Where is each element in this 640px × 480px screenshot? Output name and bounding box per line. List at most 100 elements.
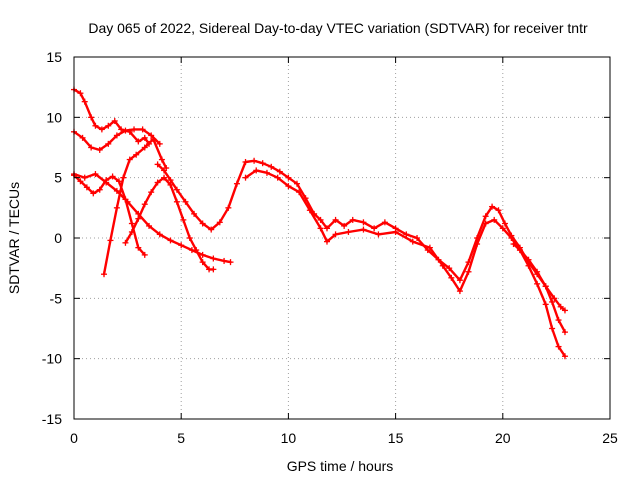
x-tick-label: 20: [495, 430, 511, 446]
data-point: [109, 173, 116, 180]
data-point: [253, 167, 260, 174]
x-tick-label: 15: [388, 430, 404, 446]
series-arc-b: [71, 126, 163, 153]
data-point: [135, 244, 142, 251]
series-line: [512, 242, 567, 334]
y-tick-label: 5: [54, 170, 62, 186]
data-point: [448, 274, 455, 281]
data-point: [210, 266, 217, 273]
data-point: [317, 216, 324, 223]
data-point: [156, 140, 163, 147]
data-point: [332, 216, 339, 223]
y-axis-label: SDTVAR / TECUs: [6, 182, 22, 294]
data-point: [186, 235, 193, 241]
data-point: [557, 303, 564, 310]
data-point: [551, 295, 558, 302]
data-point: [154, 179, 161, 186]
series-line: [244, 169, 567, 358]
data-point: [392, 228, 399, 235]
data-point: [268, 163, 275, 170]
data-point: [120, 174, 127, 181]
data-point: [534, 280, 541, 287]
data-point: [317, 225, 324, 232]
data-point: [371, 225, 378, 232]
data-point: [456, 288, 463, 295]
series-arc-h: [242, 167, 568, 360]
data-point: [173, 198, 180, 205]
data-point: [105, 122, 112, 129]
data-point: [199, 259, 206, 266]
data-point: [510, 241, 517, 248]
data-point: [161, 174, 168, 181]
data-point: [323, 225, 330, 232]
data-point: [103, 179, 110, 186]
data-point: [274, 174, 281, 181]
data-point: [495, 207, 502, 214]
data-point: [227, 259, 234, 266]
data-point: [161, 167, 168, 174]
data-series: [71, 86, 568, 360]
data-point: [113, 187, 120, 194]
data-point: [233, 180, 240, 187]
data-point: [555, 343, 562, 350]
data-point: [148, 189, 155, 196]
data-point: [516, 247, 523, 254]
data-point: [285, 174, 292, 181]
y-tick-label: -5: [50, 290, 63, 306]
data-point: [79, 134, 86, 141]
data-point: [534, 268, 541, 275]
data-point: [306, 207, 313, 214]
data-point: [141, 134, 148, 141]
data-point: [167, 177, 174, 184]
data-point: [182, 198, 189, 205]
y-tick-label: 10: [46, 109, 62, 125]
data-point: [259, 160, 266, 167]
data-point: [549, 298, 556, 305]
data-point: [208, 226, 215, 233]
data-point: [360, 219, 367, 226]
data-point: [561, 353, 568, 360]
data-point: [88, 144, 95, 151]
data-point: [525, 262, 532, 269]
data-point: [293, 180, 300, 187]
data-point: [263, 169, 270, 176]
data-point: [345, 228, 352, 235]
series-arc-g: [154, 157, 568, 314]
data-point: [141, 201, 148, 208]
data-point: [180, 216, 187, 223]
data-point: [323, 238, 330, 245]
data-point: [81, 98, 88, 105]
x-tick-label: 5: [177, 430, 185, 446]
data-point: [173, 186, 180, 193]
data-point: [118, 126, 125, 133]
data-point: [101, 271, 108, 278]
data-point: [158, 156, 165, 163]
x-tick-label: 10: [281, 430, 297, 446]
data-point: [525, 256, 532, 263]
data-point: [426, 244, 433, 251]
data-point: [341, 222, 348, 229]
x-tick-label: 25: [602, 430, 618, 446]
data-point: [88, 114, 95, 121]
data-point: [98, 126, 105, 133]
y-tick-label: 0: [54, 230, 62, 246]
series-arc-d: [101, 136, 170, 278]
x-tick-label: 0: [70, 430, 78, 446]
series-arc-i: [510, 241, 568, 336]
data-point: [251, 157, 258, 164]
data-point: [542, 301, 549, 308]
data-point: [135, 215, 142, 222]
chart-title: Day 065 of 2022, Sidereal Day-to-day VTE…: [88, 20, 588, 36]
data-point: [216, 219, 223, 226]
data-point: [409, 238, 416, 245]
data-point: [96, 186, 103, 193]
data-point: [296, 189, 303, 196]
data-point: [360, 226, 367, 233]
data-point: [154, 161, 161, 168]
data-point: [191, 210, 198, 217]
data-point: [482, 213, 489, 220]
data-point: [242, 158, 249, 165]
series-line: [72, 88, 151, 146]
data-point: [403, 231, 410, 238]
data-point: [122, 239, 129, 246]
